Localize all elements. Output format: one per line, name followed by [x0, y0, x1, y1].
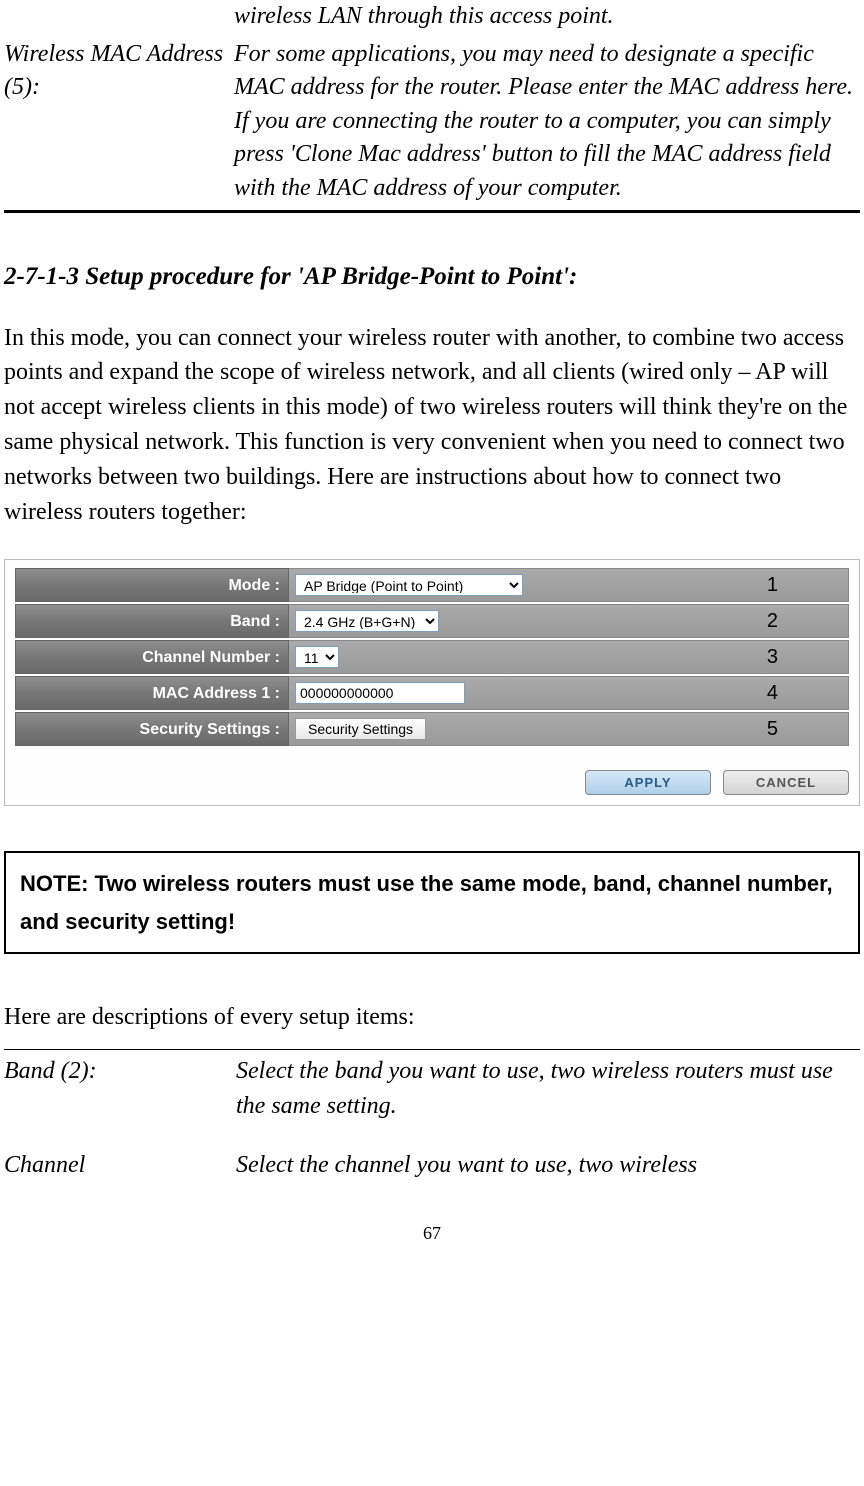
description-label: Channel — [4, 1148, 236, 1183]
page-number: 67 — [4, 1223, 860, 1244]
empty-label — [4, 0, 234, 34]
config-label: Security Settings : — [15, 712, 289, 746]
config-row: MAC Address 1 : 4 — [15, 676, 849, 710]
description-text: Select the band you want to use, two wir… — [236, 1054, 860, 1124]
callout-number: 1 — [767, 574, 778, 597]
config-value-cell: Security Settings 5 — [289, 712, 849, 746]
descriptions-intro: Here are descriptions of every setup ite… — [4, 1004, 860, 1031]
callout-number: 3 — [767, 646, 778, 669]
config-label: Mode : — [15, 568, 289, 602]
config-value-cell: 2.4 GHz (B+G+N) 2 — [289, 604, 849, 638]
config-row: Channel Number : 11 3 — [15, 640, 849, 674]
document-page: wireless LAN through this access point. … — [4, 0, 860, 1244]
note-box: NOTE: Two wireless routers must use the … — [4, 851, 860, 954]
callout-number: 2 — [767, 610, 778, 633]
description-text: Select the channel you want to use, two … — [236, 1148, 860, 1183]
section-divider — [4, 210, 860, 213]
intro-paragraph: In this mode, you can connect your wirel… — [4, 321, 860, 530]
wireless-mac-row: Wireless MAC Address (5): For some appli… — [4, 38, 860, 206]
security-settings-button[interactable]: Security Settings — [295, 718, 426, 740]
description-row: ChannelSelect the channel you want to us… — [4, 1148, 860, 1183]
prev-desc-line: wireless LAN through this access point. — [234, 0, 860, 34]
prev-row-continuation: wireless LAN through this access point. — [4, 0, 860, 34]
config-label: MAC Address 1 : — [15, 676, 289, 710]
apply-button[interactable]: APPLY — [585, 770, 711, 795]
callout-number: 4 — [767, 682, 778, 705]
config-value-cell: 4 — [289, 676, 849, 710]
desc-top-rule — [4, 1049, 860, 1050]
wireless-mac-desc: For some applications, you may need to d… — [234, 38, 860, 206]
config-row: Band : 2.4 GHz (B+G+N) 2 — [15, 604, 849, 638]
wireless-mac-label: Wireless MAC Address (5): — [4, 38, 234, 206]
mac-address-input[interactable] — [295, 682, 465, 704]
description-row: Band (2):Select the band you want to use… — [4, 1054, 860, 1124]
config-panel: Mode :AP Bridge (Point to Point)1Band :2… — [4, 559, 860, 806]
config-row: Security Settings : Security Settings 5 — [15, 712, 849, 746]
config-row: Mode : AP Bridge (Point to Point) 1 — [15, 568, 849, 602]
select-mode[interactable]: AP Bridge (Point to Point) — [295, 574, 523, 596]
callout-number: 5 — [767, 718, 778, 741]
config-value-cell: AP Bridge (Point to Point) 1 — [289, 568, 849, 602]
config-label: Band : — [15, 604, 289, 638]
select-channel[interactable]: 11 — [295, 646, 339, 668]
select-band[interactable]: 2.4 GHz (B+G+N) — [295, 610, 439, 632]
config-value-cell: 11 3 — [289, 640, 849, 674]
config-label: Channel Number : — [15, 640, 289, 674]
description-label: Band (2): — [4, 1054, 236, 1124]
section-heading: 2-7-1-3 Setup procedure for 'AP Bridge-P… — [4, 263, 860, 291]
cancel-button[interactable]: CANCEL — [723, 770, 849, 795]
panel-footer: APPLY CANCEL — [15, 748, 849, 795]
